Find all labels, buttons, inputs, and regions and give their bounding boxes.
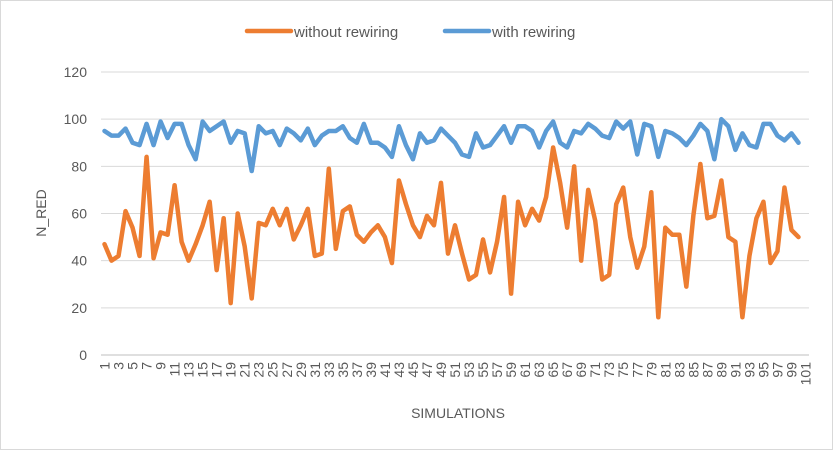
x-tick-label: 65 (545, 362, 561, 378)
x-tick-label: 23 (251, 362, 267, 378)
x-tick-label: 93 (741, 362, 757, 378)
x-tick-label: 11 (167, 362, 183, 377)
legend-label: with rewiring (491, 24, 575, 41)
x-tick-label: 39 (363, 362, 379, 378)
x-tick-label: 35 (335, 362, 351, 378)
x-tick-label: 33 (321, 362, 337, 378)
x-tick-label: 75 (615, 362, 631, 378)
x-tick-label: 1 (97, 362, 113, 370)
y-axis-title: N_RED (33, 189, 49, 236)
x-tick-label: 85 (685, 362, 701, 378)
x-tick-label: 63 (531, 362, 547, 378)
x-tick-label: 83 (671, 362, 687, 378)
x-tick-label: 9 (153, 362, 169, 370)
x-tick-label: 15 (195, 362, 211, 378)
x-tick-label: 7 (139, 362, 155, 370)
x-tick-label: 57 (489, 362, 505, 378)
y-tick-label: 60 (71, 206, 87, 222)
x-tick-label: 31 (307, 362, 323, 378)
x-tick-label: 79 (643, 362, 659, 378)
y-tick-label: 0 (79, 347, 87, 363)
x-tick-label: 17 (209, 362, 225, 378)
y-tick-label: 120 (64, 64, 88, 80)
x-tick-label: 45 (405, 362, 421, 378)
legend-item-with-rewiring: with rewiring (442, 24, 575, 41)
x-tick-label: 37 (349, 362, 365, 378)
x-tick-label: 71 (587, 362, 603, 378)
y-tick-label: 100 (64, 111, 88, 127)
x-tick-label: 89 (713, 362, 729, 378)
x-tick-label: 29 (293, 362, 309, 378)
legend-item-without-rewiring: without rewiring (244, 24, 398, 41)
series-line-without-rewiring (102, 145, 801, 320)
x-tick-label: 61 (517, 362, 533, 378)
x-tick-label: 59 (503, 362, 519, 378)
x-tick-label: 55 (475, 362, 491, 378)
x-tick-label: 101 (797, 362, 813, 386)
x-tick-label: 87 (699, 362, 715, 378)
x-tick-label: 41 (377, 362, 393, 378)
series-line-with-rewiring (102, 116, 801, 174)
x-tick-label: 49 (433, 362, 449, 378)
series-lines (102, 116, 801, 320)
x-tick-label: 13 (181, 362, 197, 378)
x-tick-label: 95 (755, 362, 771, 378)
legend-label: without rewiring (293, 24, 398, 41)
x-tick-label: 21 (237, 362, 253, 378)
x-tick-label: 3 (111, 362, 127, 370)
x-tick-label: 25 (265, 362, 281, 378)
legend: without rewiring with rewiring (244, 24, 575, 41)
y-axis-ticks: 0 20 40 60 80 100 120 (64, 64, 88, 363)
x-tick-label: 43 (391, 362, 407, 378)
x-tick-label: 77 (629, 362, 645, 378)
y-tick-label: 20 (71, 300, 87, 316)
x-tick-label: 27 (279, 362, 295, 378)
x-tick-label: 67 (559, 362, 575, 378)
x-axis-title: SIMULATIONS (411, 405, 505, 421)
x-tick-label: 19 (223, 362, 239, 378)
x-tick-label: 5 (125, 362, 141, 370)
x-tick-label: 51 (447, 362, 463, 378)
x-axis-ticks: 1357911131517192123252729313335373941434… (97, 362, 814, 386)
x-tick-label: 97 (769, 362, 785, 378)
x-tick-label: 69 (573, 362, 589, 378)
y-tick-label: 40 (71, 253, 87, 269)
x-tick-label: 47 (419, 362, 435, 378)
y-tick-label: 80 (71, 158, 87, 174)
x-tick-label: 81 (657, 362, 673, 378)
x-tick-label: 91 (727, 362, 743, 378)
x-tick-label: 99 (783, 362, 799, 378)
x-tick-label: 73 (601, 362, 617, 378)
x-tick-label: 53 (461, 362, 477, 378)
